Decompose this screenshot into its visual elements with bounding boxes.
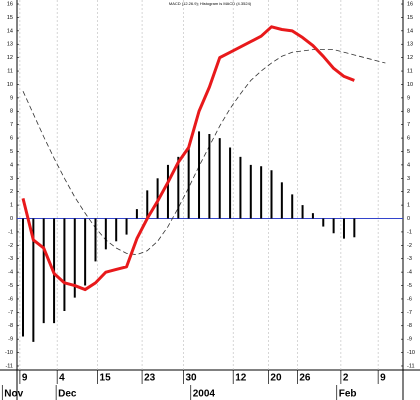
x-tick-label: 12 [235,373,247,384]
y2-tick-label: 4 [407,162,410,168]
y2-tick-label: 5 [407,149,410,155]
y2-tick-label: 11 [407,69,413,75]
y2-tick-label: 13 [407,42,413,48]
y-tick-label: 12 [7,55,13,61]
y2-tick-label: 6 [407,136,410,142]
y2-tick-label: 8 [407,109,410,115]
y-tick-label: -2 [8,243,13,249]
y-tick-label: 10 [7,82,13,88]
y-tick-label: 2 [10,189,13,195]
x-tick-label: 9 [22,373,28,384]
x-month-label: Dec [58,389,77,400]
y2-tick-label: 0 [407,216,410,222]
x-month-label: Feb [339,389,357,400]
y-tick-label: 6 [10,136,13,142]
x-tick-label: 9 [380,373,386,384]
x-month-label: Nov [4,389,23,400]
y-tick-label: 9 [10,95,13,101]
y-tick-label: 16 [7,1,13,7]
y2-tick-label: -6 [407,296,412,302]
y2-tick-label: 7 [407,122,410,128]
y-tick-label: -5 [8,283,13,289]
y-tick-label: -3 [8,256,13,262]
y-tick-label: -10 [5,350,13,356]
y2-tick-label: -8 [407,323,412,329]
y2-tick-label: -3 [407,256,412,262]
y2-tick-label: 10 [407,82,413,88]
y-tick-label: -6 [8,296,13,302]
y2-tick-label: -11 [407,363,415,369]
y-tick-label: -1 [8,229,13,235]
y2-tick-label: -5 [407,283,412,289]
x-month-label: 2004 [193,389,216,400]
y-tick-label: 1 [10,203,13,209]
y2-tick-label: 12 [407,55,413,61]
x-tick-label: 4 [59,373,65,384]
x-tick-label: 2 [343,373,349,384]
x-tick-label: 23 [144,373,156,384]
y-tick-label: 0 [10,216,13,222]
y2-tick-label: -4 [407,270,412,276]
y2-tick-label: 3 [407,176,410,182]
y-tick-label: -11 [5,363,13,369]
y-tick-label: -8 [8,323,13,329]
y2-tick-label: -2 [407,243,412,249]
x-tick-label: 30 [185,373,197,384]
y-tick-label: 8 [10,109,13,115]
y-tick-label: 4 [10,162,13,168]
chart-title: MACD (12.26.9); Histogram is MACD (4.352… [169,1,252,6]
y2-tick-label: -1 [407,229,412,235]
y-tick-label: 3 [10,176,13,182]
y2-tick-label: -9 [407,337,412,343]
y2-tick-label: 9 [407,95,410,101]
y-tick-label: 14 [7,28,13,34]
y2-tick-label: 15 [407,15,413,21]
y2-tick-label: -7 [407,310,412,316]
y-tick-label: 15 [7,15,13,21]
macd-line [21,25,355,292]
y2-tick-label: 2 [407,189,410,195]
signal-line [22,49,386,256]
x-tick-label: 20 [270,373,282,384]
y2-tick-label: 1 [407,203,410,209]
y-tick-label: 13 [7,42,13,48]
y-tick-label: 11 [7,69,13,75]
y2-tick-label: 14 [407,28,413,34]
y-tick-label: 5 [10,149,13,155]
x-tick-label: 26 [299,373,311,384]
y2-tick-label: -10 [407,350,415,356]
y-tick-label: -4 [8,270,13,276]
y2-tick-label: 16 [407,1,413,7]
x-tick-label: 15 [100,373,112,384]
y-tick-label: 7 [10,122,13,128]
y-tick-label: -9 [8,337,13,343]
y-tick-label: -7 [8,310,13,316]
